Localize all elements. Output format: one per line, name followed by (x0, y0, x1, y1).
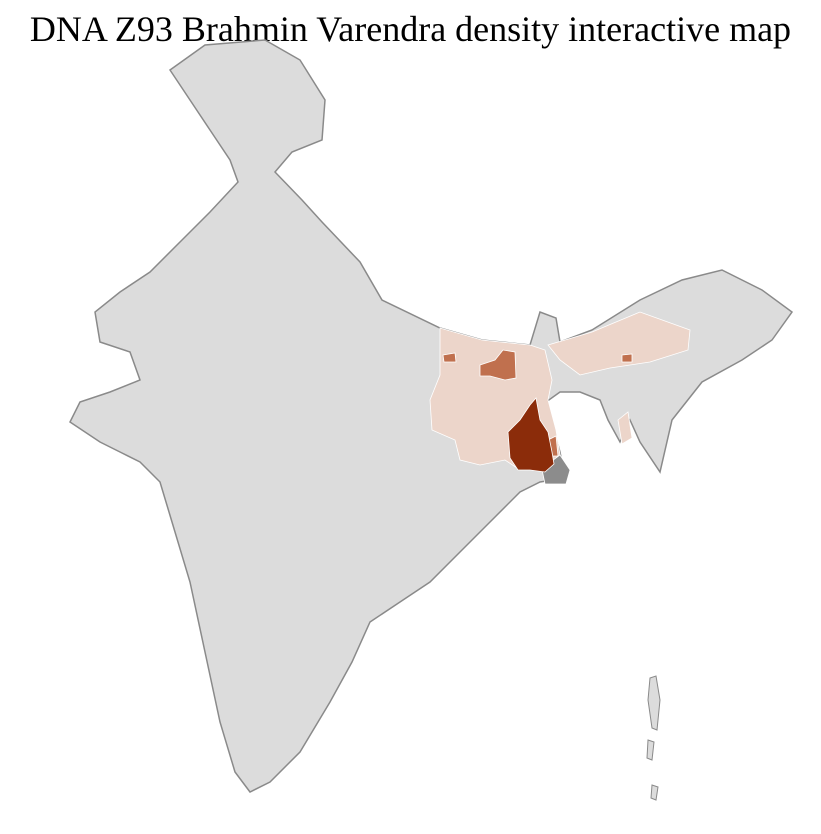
region-medium-2[interactable] (479, 349, 517, 381)
region-medium-4[interactable] (621, 353, 633, 363)
region-low-tripura[interactable] (617, 411, 633, 445)
map-title: DNA Z93 Brahmin Varendra density interac… (29, 9, 792, 49)
region-medium-1[interactable] (442, 352, 457, 363)
region-high-west-bengal[interactable] (507, 397, 555, 473)
region-low-northeast[interactable] (547, 311, 691, 376)
andaman-islands[interactable] (646, 675, 661, 801)
